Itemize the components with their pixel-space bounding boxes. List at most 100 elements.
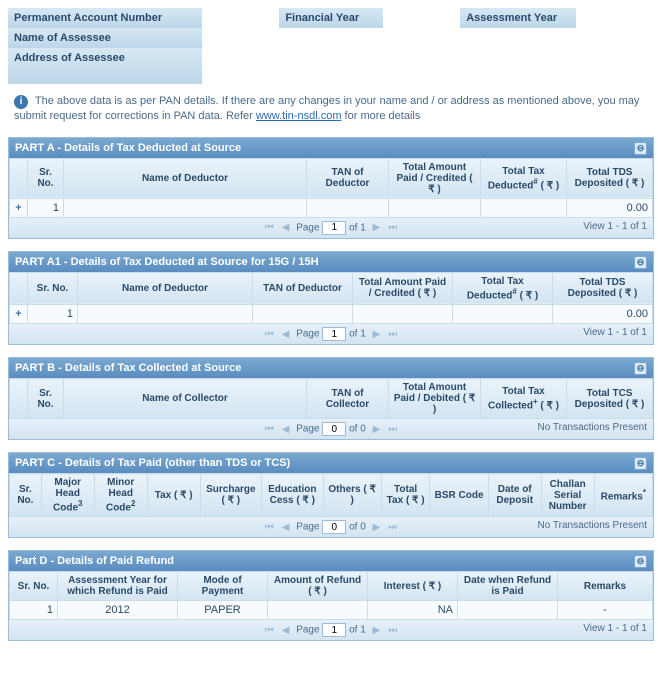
pager-of-label: of 0: [349, 522, 366, 533]
part-b-tcs-header: Total TCS Deposited ( ₹ ): [567, 379, 653, 419]
pager-right-label: View 1 - 1 of 1: [583, 327, 647, 338]
pager-last-icon[interactable]: ⏭: [388, 424, 397, 435]
part-d-interest-cell: NA: [368, 601, 458, 620]
part-a1-deductor-header: Name of Deductor: [78, 272, 253, 304]
ay-label: Assessment Year: [460, 8, 576, 28]
part-b-collapse-button[interactable]: ⊖: [634, 362, 647, 375]
part-a-taxdeducted-header: Total Tax Deducted# ( ₹ ): [481, 158, 567, 198]
pager-next-icon[interactable]: ▶: [373, 522, 381, 533]
part-a-title-text: PART A - Details of Tax Deducted at Sour…: [15, 142, 241, 154]
pager-next-icon[interactable]: ▶: [373, 424, 381, 435]
part-d-amount-cell: [268, 601, 368, 620]
pan-label: Permanent Account Number: [8, 8, 202, 28]
part-b-section: PART B - Details of Tax Collected at Sou…: [8, 357, 654, 440]
pager-next-icon[interactable]: ▶: [373, 222, 381, 233]
pager-page-label: Page: [296, 424, 319, 435]
part-a1-sr-cell: 1: [28, 305, 78, 324]
pager-prev-icon[interactable]: ◀: [282, 625, 290, 636]
pager-last-icon[interactable]: ⏭: [388, 522, 397, 533]
part-d-sr-header: Sr. No.: [10, 572, 58, 601]
part-d-mode-cell: PAPER: [178, 601, 268, 620]
pager-first-icon[interactable]: ⏮: [265, 424, 274, 435]
part-c-date-header: Date of Deposit: [488, 474, 541, 517]
part-a-tan-cell: [307, 198, 389, 217]
pager-prev-icon[interactable]: ◀: [282, 424, 290, 435]
pager-page-input[interactable]: [322, 520, 346, 534]
part-a1-tds-cell: 0.00: [553, 305, 653, 324]
pager-prev-icon[interactable]: ◀: [282, 522, 290, 533]
part-c-title: PART C - Details of Tax Paid (other than…: [9, 453, 653, 473]
part-b-tan-header: TAN of Collector: [307, 379, 389, 419]
part-d-section: Part D - Details of Paid Refund ⊖ Sr. No…: [8, 550, 654, 641]
part-a-taxdeducted-cell: [481, 198, 567, 217]
expand-row-button[interactable]: +: [10, 198, 28, 217]
part-d-collapse-button[interactable]: ⊖: [634, 555, 647, 568]
part-c-minor-header: Minor Head Code2: [94, 474, 147, 517]
part-a1-tds-header: Total TDS Deposited ( ₹ ): [553, 272, 653, 304]
part-c-surcharge-header: Surcharge ( ₹ ): [200, 474, 261, 517]
pager-last-icon[interactable]: ⏭: [388, 329, 397, 340]
pager-last-icon[interactable]: ⏭: [388, 222, 397, 233]
pager-right-label: View 1 - 1 of 1: [583, 623, 647, 634]
part-a-tds-cell: 0.00: [567, 198, 653, 217]
part-d-mode-header: Mode of Payment: [178, 572, 268, 601]
part-a1-tan-header: TAN of Deductor: [253, 272, 353, 304]
part-b-amount-header: Total Amount Paid / Debited ( ₹ ): [389, 379, 481, 419]
assessee-details-table: Permanent Account Number Financial Year …: [8, 8, 654, 84]
pager-page-label: Page: [296, 329, 319, 340]
part-a1-taxdeducted-header: Total Tax Deducted# ( ₹ ): [453, 272, 553, 304]
part-c-collapse-button[interactable]: ⊖: [634, 457, 647, 470]
pager-page-input[interactable]: [322, 623, 346, 637]
pager-prev-icon[interactable]: ◀: [282, 329, 290, 340]
name-label: Name of Assessee: [8, 28, 202, 48]
part-b-pager: ⏮◀ Page of 0 ▶⏭ No Transactions Present: [9, 419, 653, 439]
part-d-amount-header: Amount of Refund ( ₹ ): [268, 572, 368, 601]
pager-first-icon[interactable]: ⏮: [265, 625, 274, 636]
table-row: 1 2012 PAPER NA -: [10, 601, 653, 620]
pager-of-label: of 1: [349, 625, 366, 636]
part-a1-pager: ⏮◀ Page of 1 ▶⏭ View 1 - 1 of 1: [9, 324, 653, 344]
table-row: + 1 0.00: [10, 305, 653, 324]
address-label: Address of Assessee: [8, 48, 202, 84]
info-icon: i: [14, 95, 28, 109]
part-a-deductor-cell: [64, 198, 307, 217]
part-b-expand-header: [10, 379, 28, 419]
part-a1-tan-cell: [253, 305, 353, 324]
part-d-table: Sr. No. Assessment Year for which Refund…: [9, 571, 653, 620]
part-a-deductor-header: Name of Deductor: [64, 158, 307, 198]
pager-next-icon[interactable]: ▶: [373, 329, 381, 340]
part-c-remarks-header: Remarks*: [594, 474, 652, 517]
part-a1-amount-cell: [353, 305, 453, 324]
pager-first-icon[interactable]: ⏮: [265, 222, 274, 233]
pager-prev-icon[interactable]: ◀: [282, 222, 290, 233]
pager-last-icon[interactable]: ⏭: [388, 625, 397, 636]
part-d-ay-header: Assessment Year for which Refund is Paid: [58, 572, 178, 601]
part-a-collapse-button[interactable]: ⊖: [634, 142, 647, 155]
pager-page-input[interactable]: [322, 221, 346, 235]
info-link[interactable]: www.tin-nsdl.com: [256, 110, 342, 122]
part-a-tan-header: TAN of Deductor: [307, 158, 389, 198]
part-d-sr-cell: 1: [10, 601, 58, 620]
fy-value: [383, 8, 461, 28]
part-c-tax-header: Tax ( ₹ ): [147, 474, 200, 517]
part-b-table: Sr. No. Name of Collector TAN of Collect…: [9, 378, 653, 419]
pager-of-label: of 1: [349, 222, 366, 233]
fy-label: Financial Year: [279, 8, 382, 28]
part-a1-amount-header: Total Amount Paid / Credited ( ₹ ): [353, 272, 453, 304]
part-c-table: Sr. No. Major Head Code3 Minor Head Code…: [9, 473, 653, 517]
part-c-section: PART C - Details of Tax Paid (other than…: [8, 452, 654, 538]
part-d-title-text: Part D - Details of Paid Refund: [15, 555, 174, 567]
pager-next-icon[interactable]: ▶: [373, 625, 381, 636]
part-c-cess-header: Education Cess ( ₹ ): [262, 474, 323, 517]
expand-row-button[interactable]: +: [10, 305, 28, 324]
pager-page-input[interactable]: [322, 327, 346, 341]
part-a-title: PART A - Details of Tax Deducted at Sour…: [9, 138, 653, 158]
pager-first-icon[interactable]: ⏮: [265, 522, 274, 533]
part-c-sr-header: Sr. No.: [10, 474, 42, 517]
pager-first-icon[interactable]: ⏮: [265, 329, 274, 340]
pager-page-input[interactable]: [322, 422, 346, 436]
part-a1-collapse-button[interactable]: ⊖: [634, 256, 647, 269]
part-a1-section: PART A1 - Details of Tax Deducted at Sou…: [8, 251, 654, 345]
part-a1-title-text: PART A1 - Details of Tax Deducted at Sou…: [15, 256, 319, 268]
part-c-pager: ⏮◀ Page of 0 ▶⏭ No Transactions Present: [9, 517, 653, 537]
